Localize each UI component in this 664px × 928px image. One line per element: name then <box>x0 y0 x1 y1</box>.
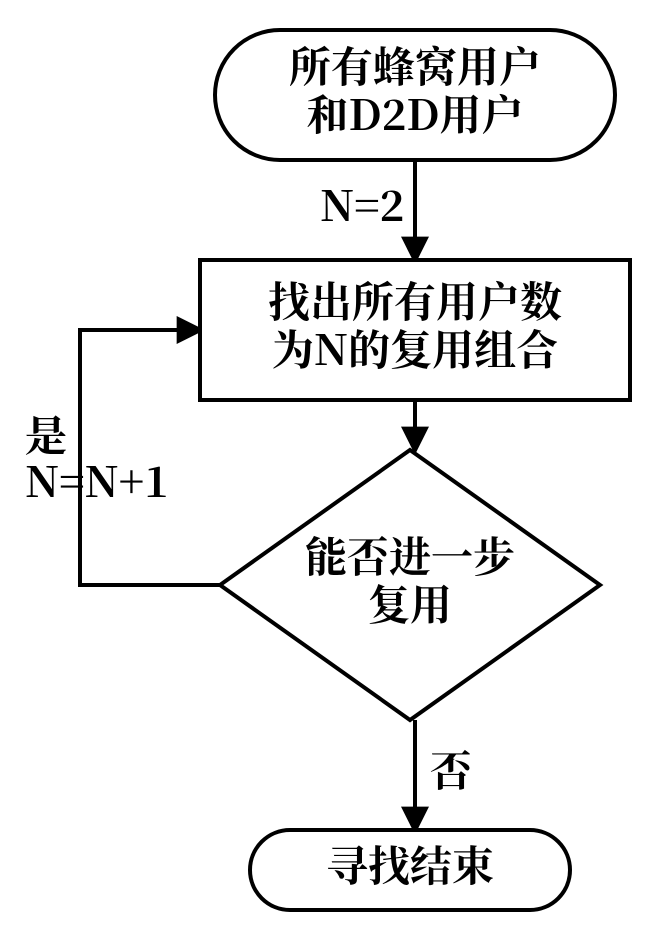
node-label-start: 所有蜂窝用户和D2D用户 <box>289 35 541 143</box>
node-label-process: 找出所有用户数为N的复用组合 <box>268 270 562 378</box>
edge-label-e3_yes: 是N=N+1 <box>25 404 169 510</box>
edge-label-e1: N=2 <box>320 174 404 234</box>
node-label-end: 寻找结束 <box>326 834 494 894</box>
edge-label-e4_no: 否 <box>430 739 472 799</box>
